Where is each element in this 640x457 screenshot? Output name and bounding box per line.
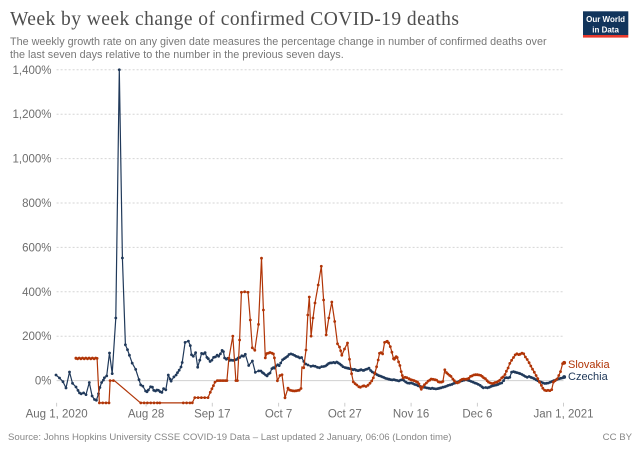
svg-text:in Data: in Data [592,25,619,34]
svg-text:the last seven days relative t: the last seven days relative to the numb… [10,49,344,61]
svg-text:Aug 1, 2020: Aug 1, 2020 [26,409,88,421]
svg-text:Aug 28: Aug 28 [128,409,164,421]
svg-text:Sep 17: Sep 17 [194,409,230,421]
svg-text:Oct 7: Oct 7 [265,409,292,421]
svg-text:Nov 16: Nov 16 [393,409,429,421]
svg-text:The weekly growth rate on any: The weekly growth rate on any given date… [10,36,547,48]
svg-text:1,200%: 1,200% [12,109,51,121]
svg-text:800%: 800% [22,198,51,210]
svg-text:1,400%: 1,400% [12,65,51,77]
svg-text:Week by week change of confirm: Week by week change of confirmed COVID-1… [10,9,459,30]
svg-text:Source: Johns Hopkins Universi: Source: Johns Hopkins University CSSE CO… [8,432,452,443]
svg-text:Our World: Our World [586,15,625,24]
svg-text:1,000%: 1,000% [12,154,51,166]
svg-text:200%: 200% [22,331,51,343]
svg-text:Jan 1, 2021: Jan 1, 2021 [533,409,593,421]
svg-text:Slovakia: Slovakia [568,359,610,371]
svg-text:Czechia: Czechia [568,371,609,383]
svg-text:400%: 400% [22,287,51,299]
svg-text:CC BY: CC BY [603,432,633,443]
svg-text:Oct 27: Oct 27 [328,409,362,421]
svg-text:0%: 0% [35,376,52,388]
svg-text:600%: 600% [22,242,51,254]
svg-text:Dec 6: Dec 6 [462,409,492,421]
